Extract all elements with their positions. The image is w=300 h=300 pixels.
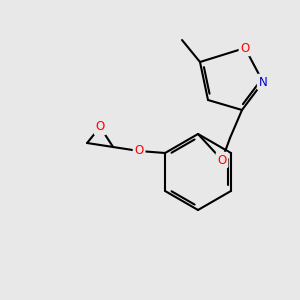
Text: O: O [240,41,250,55]
Text: O: O [134,145,144,158]
Text: O: O [95,121,105,134]
Text: O: O [218,154,226,166]
Text: N: N [259,76,267,88]
